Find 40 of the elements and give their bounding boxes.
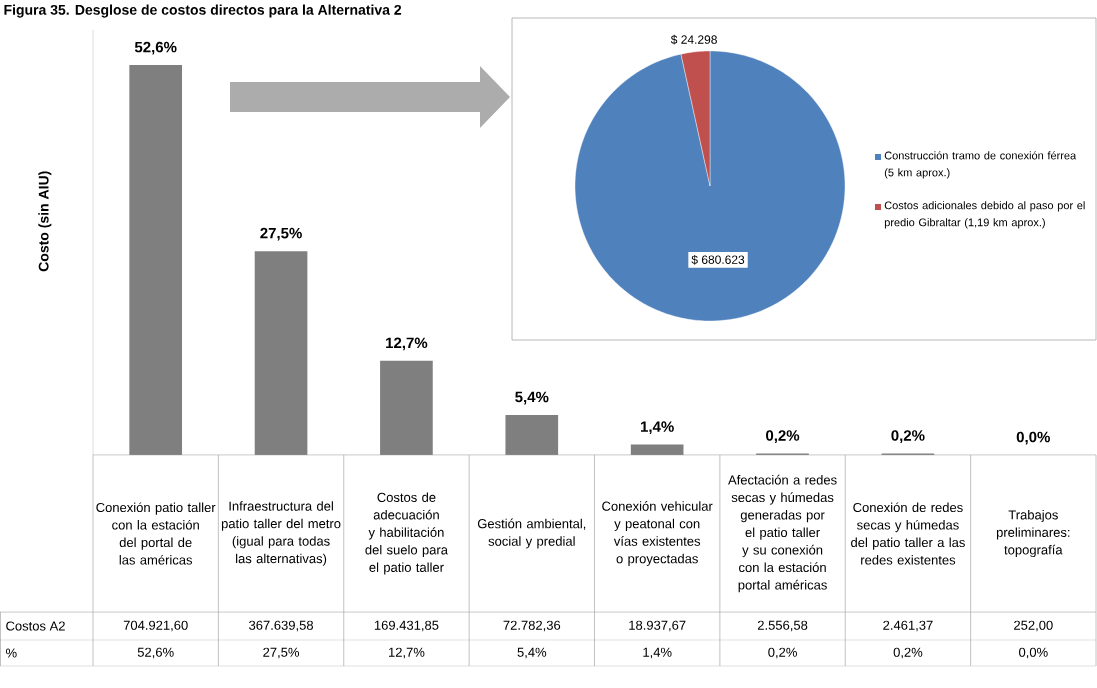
data-label: 27,5% — [263, 647, 300, 659]
text: 704.921,60 — [123, 620, 188, 632]
text: 12,7% — [386, 337, 428, 351]
data-label: 52,6% — [137, 647, 174, 659]
text: % — [6, 648, 17, 658]
text: 169.431,85 — [374, 620, 439, 632]
data-label: 0,0% — [1019, 647, 1048, 659]
data-label: $ 680.623 — [691, 254, 745, 265]
text: 0,0% — [1016, 431, 1050, 445]
legend-label: Construcción tramo de conexión férrea (5 km aprox.) — [884, 151, 1077, 179]
x-tick-label: Afectación a redes secas y húmedas generadas por el patio taller y su conexión con la estación portal américas — [728, 474, 837, 593]
text: 252,00 — [1014, 620, 1053, 632]
x-tick-label: Conexión de redes secas y húmedas del patio taller a las redes existentes — [851, 502, 965, 565]
text: 2.556,58 — [757, 620, 808, 632]
text: 1,4% — [641, 421, 674, 435]
x-tick-label: Conexión vehicular y peatonal con vías existentes o proyectadas — [602, 501, 713, 566]
text: Costos A2 — [6, 621, 65, 631]
text: 367.639,58 — [249, 620, 314, 632]
data-label: $ 24.298 — [670, 34, 717, 45]
text: 18.937,67 — [629, 620, 686, 632]
legend-label: Costos adicionales debido al paso por el predio Gibraltar (1,19 km aprox.) — [884, 201, 1085, 229]
data-label: 0,2% — [768, 647, 797, 659]
x-tick-label: Infraestructura del patio taller del metro (igual para todas las alternativas) — [221, 501, 341, 566]
x-tick-label: Trabajos preliminares: topografía — [996, 509, 1070, 558]
x-tick-label: Gestión ambiental, social y predial — [477, 518, 586, 549]
data-label: 5,4% — [517, 647, 547, 659]
data-label: 0,2% — [893, 647, 923, 659]
text: 27,5% — [260, 227, 302, 241]
text: 72.782,36 — [503, 620, 561, 632]
chart-title: Figura 35. Desglose de costos directos para la Alternativa 2 — [4, 4, 402, 18]
x-tick-label: Costos de adecuación y habilitación del suelo para el patio taller — [365, 492, 448, 575]
data-label: 1,4% — [643, 647, 672, 659]
data-label: 12,7% — [389, 647, 425, 659]
text: 0,2% — [766, 430, 800, 443]
text: 5,4% — [515, 391, 549, 405]
y-axis-title: Costo (sin AIU) — [38, 171, 52, 272]
x-tick-label: Conexión patio taller con la estación del portal de las américas — [96, 502, 216, 565]
text: 0,2% — [891, 430, 925, 443]
text: 2.461,37 — [883, 620, 933, 632]
text: 52,6% — [134, 41, 177, 55]
